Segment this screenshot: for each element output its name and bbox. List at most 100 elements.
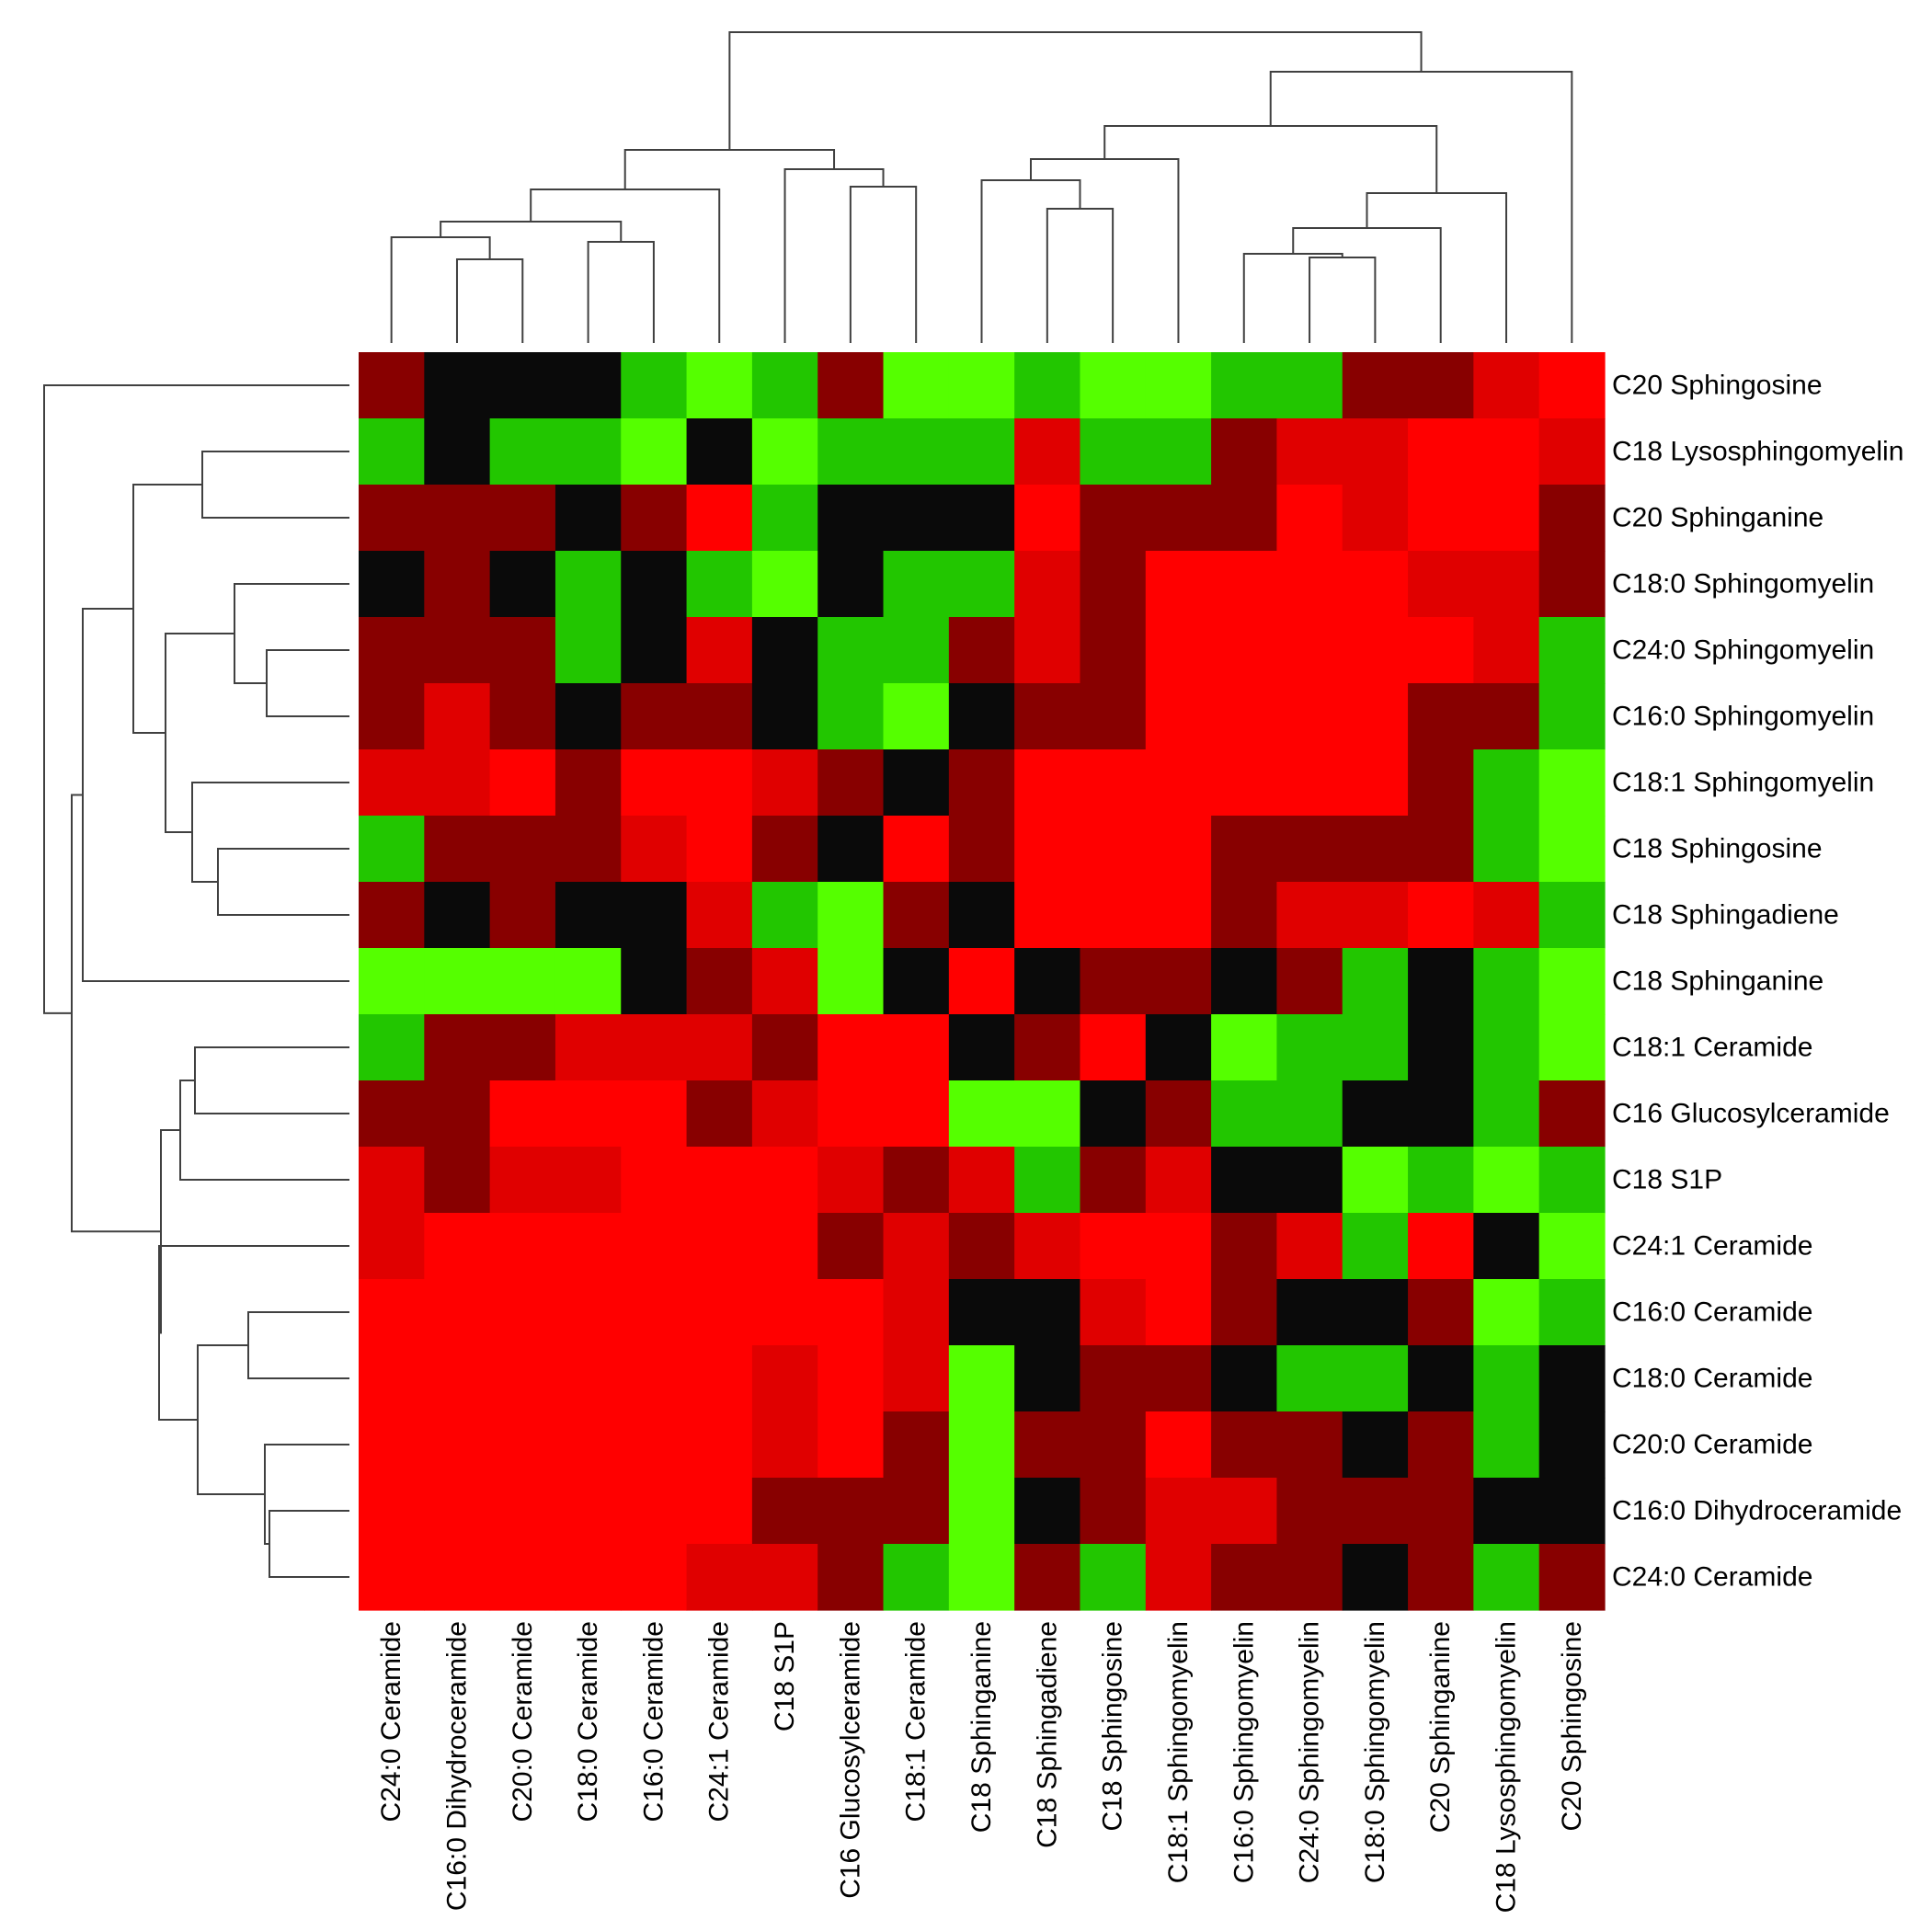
- heatmap-cell: [686, 352, 753, 419]
- heatmap-cell: [817, 485, 885, 552]
- heatmap-cell: [1342, 749, 1409, 817]
- heatmap-cell: [883, 749, 950, 817]
- heatmap-cell: [1080, 683, 1147, 750]
- heatmap-cell: [817, 551, 885, 618]
- dendrogram-branch: [269, 1510, 349, 1578]
- heatmap-cell: [883, 683, 950, 750]
- heatmap-cell: [817, 882, 885, 949]
- heatmap-cell: [1080, 1014, 1147, 1081]
- column-label: C16:0 Sphingomyelin: [1229, 1621, 1259, 1883]
- heatmap-cell: [1538, 1411, 1606, 1479]
- heatmap-cell: [1276, 948, 1343, 1015]
- heatmap-cell: [1145, 551, 1212, 618]
- dendrogram-branch: [165, 633, 234, 833]
- heatmap-cell: [1276, 1544, 1343, 1611]
- heatmap-cell: [948, 882, 1015, 949]
- heatmap-cell: [621, 551, 688, 618]
- dendrogram-branch: [849, 186, 918, 343]
- heatmap-cell: [489, 816, 556, 883]
- dendrogram-branch: [1366, 192, 1508, 343]
- heatmap-cell: [686, 948, 753, 1015]
- heatmap-cell: [1473, 1478, 1540, 1545]
- dendrogram-branch: [82, 608, 349, 982]
- heatmap-cell: [883, 1147, 950, 1214]
- heatmap-cell: [817, 352, 885, 419]
- heatmap-cell: [424, 1544, 491, 1611]
- heatmap-cell: [817, 1080, 885, 1148]
- dendrogram-branch: [43, 384, 349, 1014]
- heatmap-cell: [751, 551, 818, 618]
- heatmap-cell: [1276, 1014, 1343, 1081]
- column-label: C18:1 Ceramide: [901, 1621, 932, 1822]
- dendrogram-branch: [132, 484, 202, 734]
- heatmap-cell: [1211, 352, 1278, 419]
- heatmap-cell: [1276, 1478, 1343, 1545]
- heatmap-cell: [1538, 485, 1606, 552]
- column-label: C16:0 Ceramide: [638, 1621, 669, 1822]
- heatmap-cell: [817, 749, 885, 817]
- heatmap-cell: [489, 352, 556, 419]
- heatmap-cell: [1342, 551, 1409, 618]
- heatmap-cell: [1014, 1213, 1081, 1280]
- column-label: C18 Sphinganine: [966, 1621, 997, 1833]
- dendrogram-branch: [1029, 158, 1180, 343]
- heatmap-cell: [424, 882, 491, 949]
- heatmap-cell: [359, 1345, 425, 1412]
- heatmap-cell: [1408, 1411, 1474, 1479]
- heatmap-cell: [1276, 1080, 1343, 1148]
- heatmap-cell: [489, 1213, 556, 1280]
- heatmap-cell: [883, 1279, 950, 1346]
- heatmap-cell: [817, 418, 885, 486]
- heatmap-cell: [1080, 948, 1147, 1015]
- heatmap-cell: [359, 1478, 425, 1545]
- heatmap-cell: [686, 816, 753, 883]
- heatmap-cell: [1408, 816, 1474, 883]
- heatmap-cell: [1473, 1544, 1540, 1611]
- heatmap-cell: [1211, 948, 1278, 1015]
- heatmap-cell: [359, 418, 425, 486]
- heatmap-cell: [621, 882, 688, 949]
- heatmap-cell: [1473, 948, 1540, 1015]
- heatmap-cell: [621, 1478, 688, 1545]
- heatmap-cell: [621, 948, 688, 1015]
- dendrogram-branch: [217, 848, 349, 916]
- heatmap-cell: [1408, 749, 1474, 817]
- heatmap-cell: [1145, 1544, 1212, 1611]
- column-label: C18:0 Sphingomyelin: [1360, 1621, 1390, 1883]
- heatmap-cell: [948, 683, 1015, 750]
- heatmap-cell: [621, 1147, 688, 1214]
- heatmap-cell: [1473, 1279, 1540, 1346]
- heatmap-cell: [1014, 1478, 1081, 1545]
- heatmap-cell: [489, 1147, 556, 1214]
- heatmap-cell: [1276, 418, 1343, 486]
- heatmap-cell: [1080, 1279, 1147, 1346]
- row-label: C24:0 Sphingomyelin: [1612, 635, 1874, 666]
- column-label: C20 Sphingosine: [1557, 1621, 1587, 1832]
- heatmap-cell: [883, 1478, 950, 1545]
- heatmap-cell: [817, 1345, 885, 1412]
- heatmap-cell: [1538, 948, 1606, 1015]
- heatmap-cell: [1342, 418, 1409, 486]
- row-label: C18 Sphingadiene: [1612, 900, 1839, 931]
- heatmap-cell: [1408, 948, 1474, 1015]
- heatmap-cell: [1080, 1478, 1147, 1545]
- heatmap-cell: [424, 617, 491, 684]
- heatmap-cell: [489, 948, 556, 1015]
- heatmap-cell: [1211, 1478, 1278, 1545]
- heatmap-cell: [1473, 352, 1540, 419]
- heatmap-cell: [554, 1147, 622, 1214]
- heatmap-cell: [686, 418, 753, 486]
- heatmap-cell: [817, 683, 885, 750]
- heatmap-cell: [359, 485, 425, 552]
- heatmap-cell: [883, 1014, 950, 1081]
- heatmap-cell: [1408, 683, 1474, 750]
- heatmap-cell: [883, 551, 950, 618]
- row-label: C18:1 Sphingomyelin: [1612, 768, 1874, 798]
- heatmap-cell: [424, 1279, 491, 1346]
- heatmap-cell: [751, 418, 818, 486]
- heatmap-cell: [1276, 551, 1343, 618]
- heatmap-cell: [621, 1279, 688, 1346]
- row-label: C20 Sphingosine: [1612, 371, 1823, 401]
- heatmap-cell: [817, 1478, 885, 1545]
